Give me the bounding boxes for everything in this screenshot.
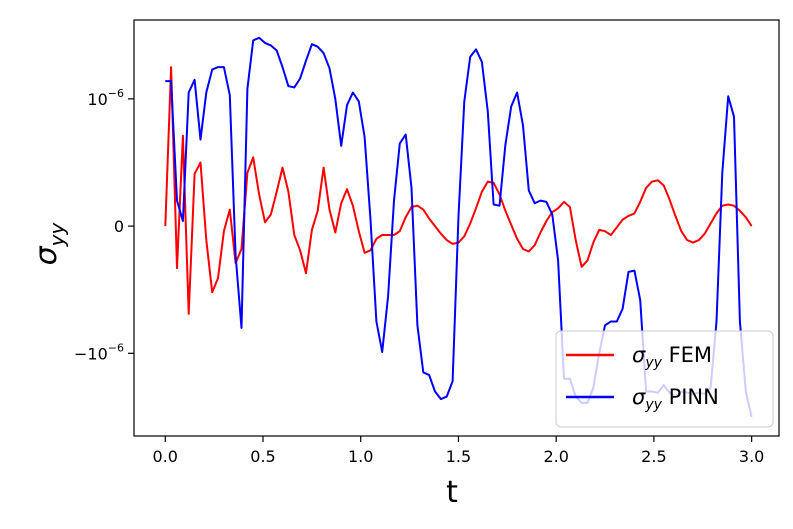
x-tick-label: 0.5	[250, 447, 275, 466]
y-tick-label: 0	[114, 217, 124, 236]
x-tick-label: 2.0	[543, 447, 568, 466]
plot-area-frame	[133, 19, 780, 437]
y-axis-title: σyy	[29, 221, 69, 265]
x-axis: 0.0 0.5 1.0 1.5 2.0 2.5 3.0	[153, 436, 764, 466]
y-tick-label: −10−6	[74, 341, 124, 363]
x-tick-label: 2.5	[641, 447, 666, 466]
y-tick-label: 10−6	[87, 87, 124, 109]
x-tick-label: 0.0	[153, 447, 178, 466]
legend-label-fem: σyy FEM	[632, 343, 712, 371]
x-axis-title: t	[446, 475, 458, 510]
series-line-fem	[164, 66, 753, 315]
y-axis: 10−6 0 −10−6	[74, 87, 134, 363]
x-tick-label: 1.0	[348, 447, 373, 466]
legend: σyy FEM σyy PINN	[555, 330, 774, 428]
x-tick-label: 3.0	[739, 447, 764, 466]
legend-label-pinn: σyy PINN	[632, 385, 719, 413]
x-tick-label: 1.5	[446, 447, 471, 466]
